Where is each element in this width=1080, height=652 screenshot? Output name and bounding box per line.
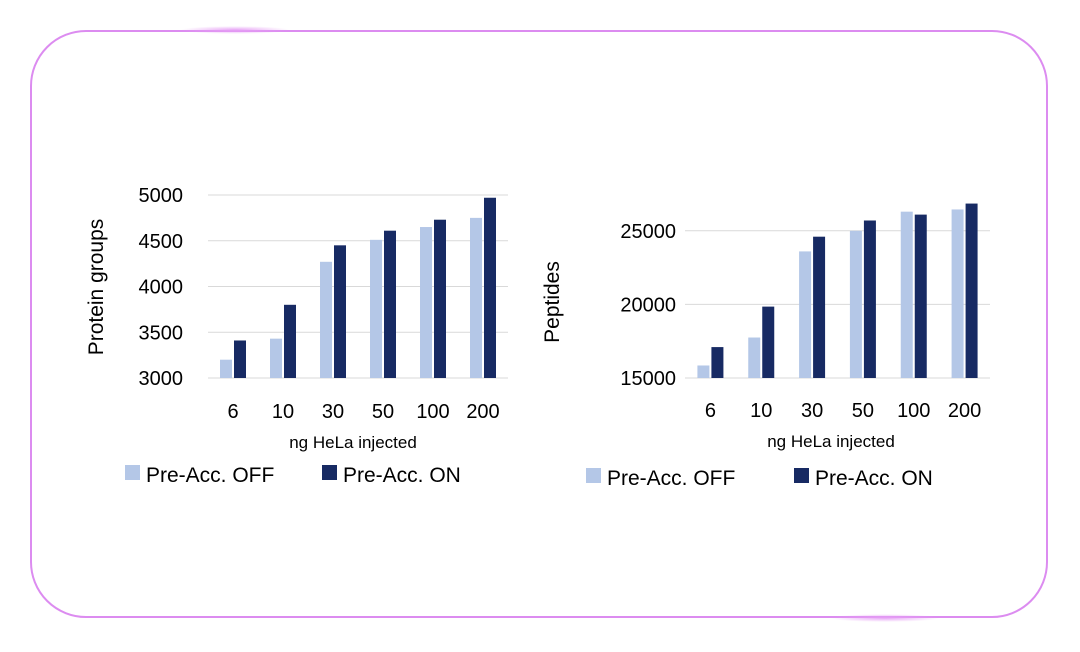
y-tick-label: 15000 — [620, 368, 676, 390]
x-tick-label: 30 — [322, 401, 344, 423]
x-tick-label: 200 — [948, 400, 981, 422]
bar-pre-acc-on-30 — [813, 236, 826, 378]
x-tick-label: 10 — [272, 401, 294, 423]
bar-pre-acc-on-100 — [434, 219, 446, 378]
y-tick-label: 25000 — [620, 221, 676, 243]
rounded-frame — [30, 30, 1048, 618]
legend-label-pre-acc-off: Pre-Acc. OFF — [146, 464, 274, 487]
legend-swatch-pre-acc-on — [322, 465, 337, 480]
protein-groups-bars — [220, 197, 496, 378]
x-tick-label: 100 — [416, 401, 449, 423]
y-tick-label: 3500 — [139, 322, 184, 344]
bar-pre-acc-off-50 — [849, 230, 862, 378]
y-tick-label: 5000 — [139, 185, 184, 207]
legend-swatch-pre-acc-off — [586, 468, 601, 483]
frame-glow-top — [180, 26, 290, 34]
bar-pre-acc-off-200 — [951, 209, 964, 378]
bar-pre-acc-off-10 — [270, 338, 282, 378]
peptides-bars — [697, 203, 978, 378]
bar-pre-acc-off-50 — [370, 239, 382, 378]
legend-label-pre-acc-off: Pre-Acc. OFF — [607, 467, 735, 490]
x-tick-label: 6 — [227, 401, 238, 423]
bar-pre-acc-off-30 — [799, 251, 812, 378]
bar-pre-acc-on-50 — [863, 220, 876, 378]
bar-pre-acc-on-100 — [914, 214, 927, 378]
protein-groups-chart: 3000 3500 4000 4500 5000 6 10 30 50 100 … — [85, 185, 508, 487]
bar-pre-acc-on-200 — [965, 203, 978, 378]
peptides-gridlines — [685, 230, 990, 379]
x-tick-label: 6 — [705, 400, 716, 422]
bar-pre-acc-on-10 — [284, 304, 296, 378]
bar-pre-acc-off-100 — [420, 227, 432, 378]
y-tick-label: 3000 — [139, 368, 184, 390]
protein-groups-gridlines — [208, 194, 508, 379]
bar-pre-acc-off-6 — [697, 365, 710, 378]
bar-pre-acc-on-10 — [762, 306, 775, 378]
x-tick-label: 30 — [801, 400, 823, 422]
frame-glow-bottom — [830, 614, 940, 622]
legend-swatch-pre-acc-off — [125, 465, 140, 480]
x-tick-label: 50 — [372, 401, 394, 423]
peptides-y-axis-title: Peptides — [541, 261, 564, 343]
y-tick-label: 4500 — [139, 231, 184, 253]
bar-pre-acc-on-50 — [384, 230, 396, 378]
protein-groups-y-axis-title: Protein groups — [85, 219, 108, 356]
legend-label-pre-acc-on: Pre-Acc. ON — [343, 464, 461, 487]
bar-pre-acc-on-6 — [234, 340, 246, 378]
x-tick-label: 50 — [852, 400, 874, 422]
bar-pre-acc-on-30 — [334, 245, 346, 378]
x-tick-label: 100 — [897, 400, 930, 422]
protein-groups-x-axis-title: ng HeLa injected — [289, 433, 417, 452]
peptides-x-axis-title: ng HeLa injected — [767, 432, 895, 451]
peptides-chart: 15000 20000 25000 6 10 30 50 100 200 Pep… — [541, 203, 990, 490]
legend-swatch-pre-acc-on — [794, 468, 809, 483]
bar-pre-acc-on-6 — [711, 347, 724, 378]
peptides-legend: Pre-Acc. OFF Pre-Acc. ON — [586, 467, 933, 490]
bar-pre-acc-on-200 — [484, 197, 496, 378]
y-tick-label: 4000 — [139, 277, 184, 299]
protein-groups-legend: Pre-Acc. OFF Pre-Acc. ON — [125, 464, 461, 487]
bar-pre-acc-off-6 — [220, 359, 232, 378]
bar-pre-acc-off-100 — [900, 211, 913, 378]
protein-groups-x-ticks: 6 10 30 50 100 200 — [227, 401, 499, 423]
x-tick-label: 10 — [750, 400, 772, 422]
protein-groups-y-ticks: 3000 3500 4000 4500 5000 — [139, 185, 184, 390]
bar-pre-acc-off-30 — [320, 261, 332, 378]
x-tick-label: 200 — [466, 401, 499, 423]
peptides-y-ticks: 15000 20000 25000 — [620, 221, 676, 390]
peptides-x-ticks: 6 10 30 50 100 200 — [705, 400, 981, 422]
bar-pre-acc-off-200 — [470, 217, 482, 378]
legend-label-pre-acc-on: Pre-Acc. ON — [815, 467, 933, 490]
y-tick-label: 20000 — [620, 294, 676, 316]
bar-pre-acc-off-10 — [748, 337, 761, 378]
